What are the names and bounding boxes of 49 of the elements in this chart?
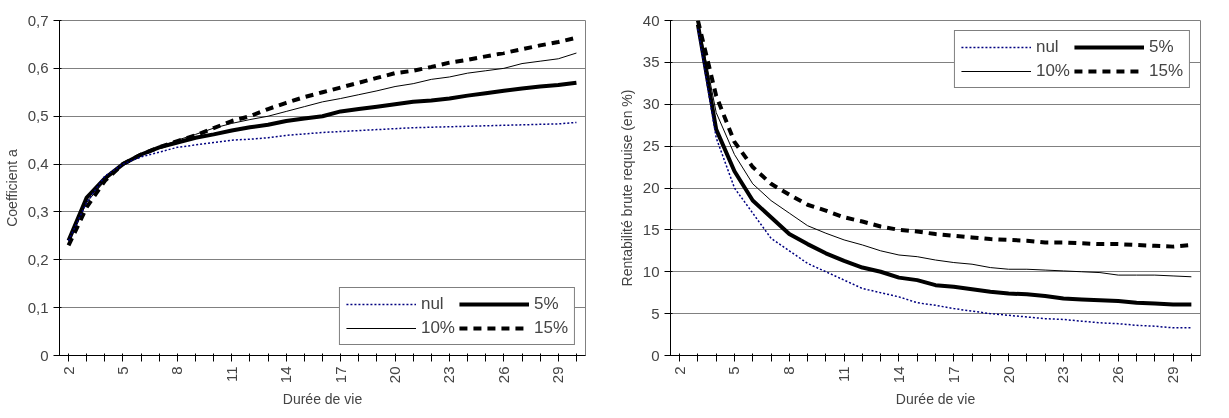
x-tick-label: 11 — [222, 366, 240, 383]
x-tick-label: 23 — [1054, 366, 1072, 384]
y-tick-label: 0,1 — [27, 298, 49, 316]
legend-label: 10% — [1035, 61, 1070, 81]
y-tick-label: 10 — [642, 262, 660, 280]
x-tick-label: 2 — [59, 366, 77, 375]
y-tick-label: 0,5 — [27, 107, 49, 125]
y-tick-label: 30 — [642, 95, 660, 113]
y-axis-title: Coefficient a — [3, 149, 20, 227]
x-tick-label: 26 — [1109, 366, 1127, 384]
x-tick-label: 20 — [386, 366, 404, 384]
legend-label: 5% — [1148, 37, 1174, 57]
x-tick-label: 2 — [670, 366, 688, 375]
y-tick-label: 35 — [642, 53, 660, 71]
y-tick-label: 0,3 — [27, 202, 49, 220]
legend-label: nul — [1035, 37, 1059, 57]
x-tick-label: 17 — [331, 366, 349, 384]
y-tick-label: 0 — [651, 346, 660, 364]
y-tick-label: 0,4 — [27, 155, 49, 173]
y-tick-label: 40 — [642, 11, 660, 29]
x-tick-label: 26 — [494, 366, 512, 384]
y-tick-label: 0,6 — [27, 59, 49, 77]
x-axis-title: Durée de vie — [282, 391, 363, 408]
x-tick-label: 8 — [168, 366, 186, 375]
x-tick-label: 20 — [999, 366, 1017, 384]
y-tick-label: 5 — [651, 304, 660, 322]
x-tick-label: 14 — [277, 366, 295, 384]
legend-label: 10% — [420, 318, 455, 338]
x-tick-label: 14 — [889, 366, 907, 384]
x-tick-label: 5 — [725, 366, 743, 375]
legend-label: nul — [420, 294, 444, 314]
y-tick-label: 25 — [642, 137, 660, 155]
y-tick-label: 0,2 — [27, 250, 49, 268]
y-tick-label: 0 — [40, 346, 49, 364]
y-tick-label: 0,7 — [27, 11, 49, 29]
legend-label: 15% — [533, 318, 568, 338]
x-tick-label: 5 — [113, 366, 131, 375]
x-tick-label: 29 — [549, 366, 567, 384]
x-tick-label: 23 — [440, 366, 458, 384]
x-axis-title: Durée de vie — [895, 391, 976, 408]
legend-label: 15% — [1148, 61, 1183, 81]
y-tick-label: 20 — [642, 179, 660, 196]
y-tick-label: 15 — [642, 220, 660, 238]
legend-label: 5% — [533, 294, 559, 314]
x-tick-label: 11 — [835, 366, 853, 383]
x-tick-label: 29 — [1164, 366, 1182, 384]
x-tick-label: 8 — [780, 366, 798, 375]
x-tick-label: 17 — [944, 366, 962, 384]
y-axis-title: Rentabilité brute requise (en %) — [618, 89, 635, 287]
